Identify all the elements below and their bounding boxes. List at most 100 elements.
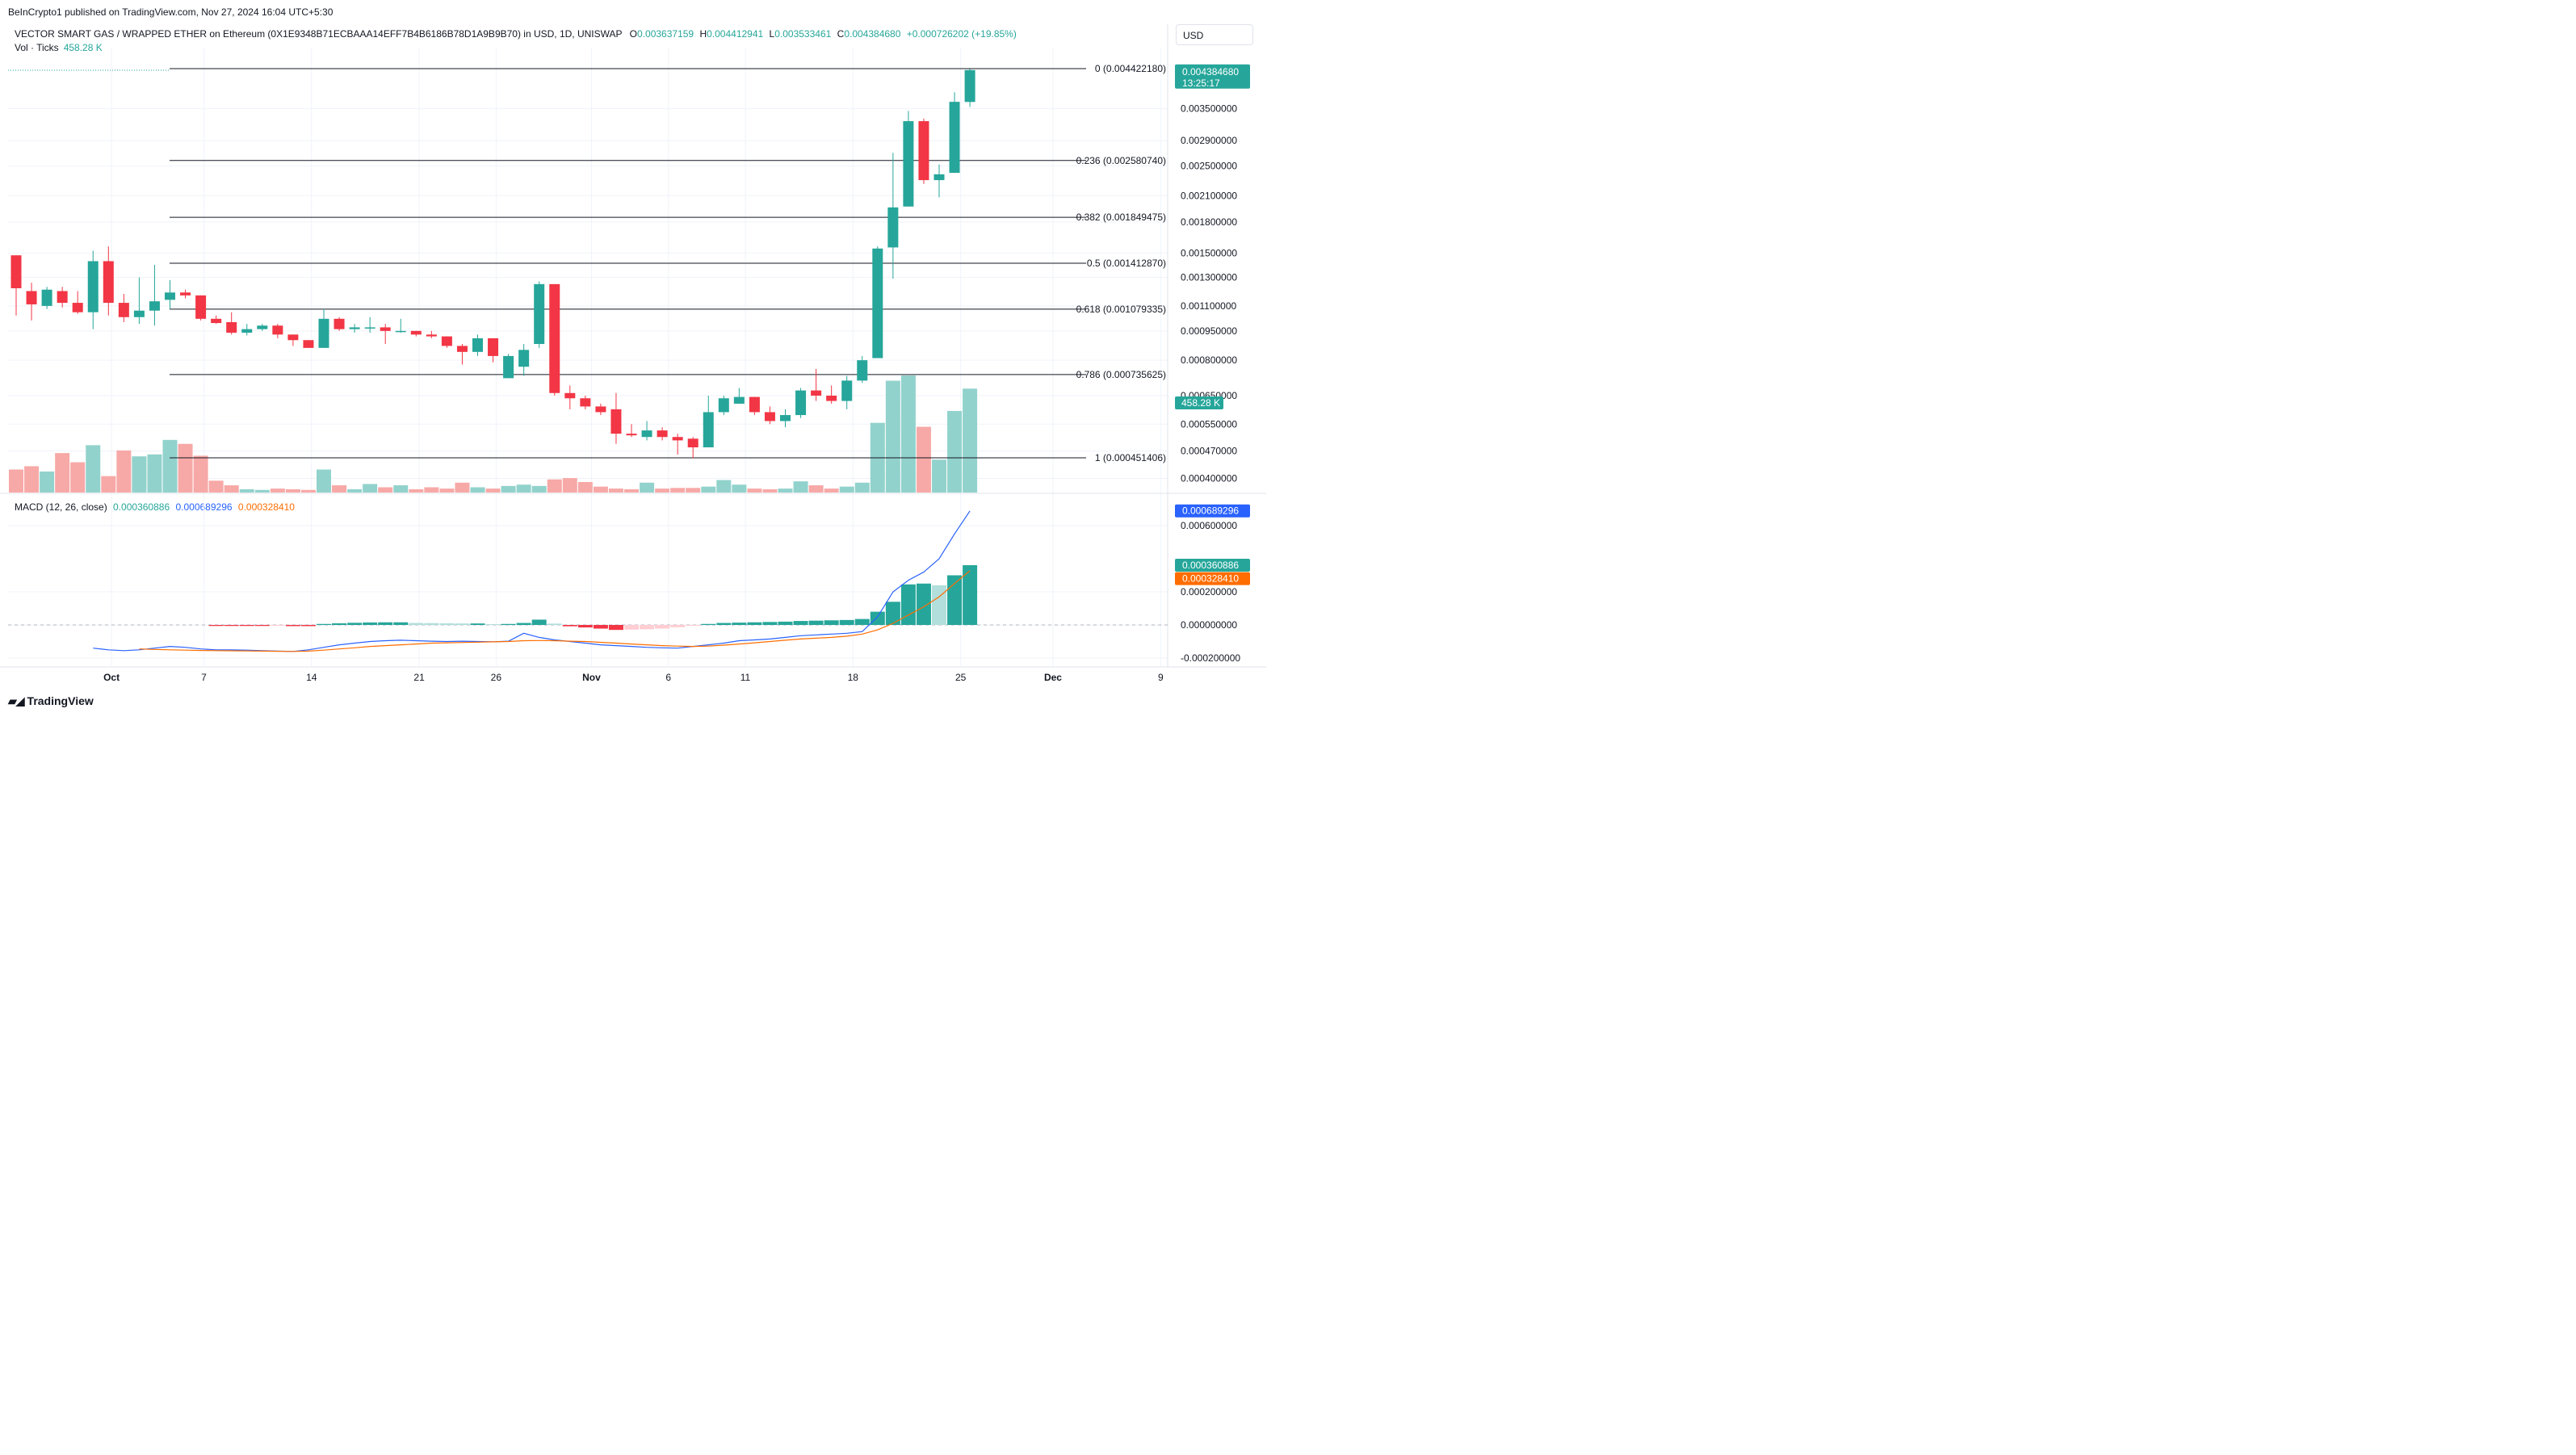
volume-bar xyxy=(947,410,963,493)
ohlc-close-label: C xyxy=(837,28,845,40)
time-axis-label: Oct xyxy=(103,672,120,683)
macd-histogram-bar xyxy=(670,625,686,627)
candle-body xyxy=(303,340,314,348)
volume-badge-value: 458.28 K xyxy=(1181,397,1220,409)
macd-line xyxy=(93,510,971,652)
candle-body xyxy=(857,360,868,381)
volume-bar xyxy=(147,454,162,493)
volume-bar xyxy=(55,453,70,493)
fib-level-label: 0.618 (0.001079335) xyxy=(1076,304,1166,315)
candle-body xyxy=(703,412,714,448)
fib-level-label: 1 (0.000451406) xyxy=(1095,452,1166,463)
candle-body xyxy=(641,430,652,438)
volume-bar xyxy=(9,469,23,493)
volume-label[interactable]: Vol · Ticks xyxy=(15,42,59,53)
volume-bar xyxy=(793,481,808,493)
macd-hist-badge-value: 0.000360886 xyxy=(1182,560,1239,571)
macd-histogram-bar xyxy=(516,623,531,625)
candle-body xyxy=(534,283,545,345)
volume-bar xyxy=(593,486,608,493)
macd-axis-label: 0.000200000 xyxy=(1181,586,1237,598)
volume-bar xyxy=(808,485,824,493)
volume-bar xyxy=(608,488,623,493)
last-price-value: 0.004384680 xyxy=(1182,66,1239,78)
tradingview-logo-icon: ▰◢ xyxy=(8,694,25,707)
macd-histogram-bar xyxy=(624,625,639,630)
ohlc-change: +0.000726202 (+19.85%) xyxy=(906,28,1017,40)
volume-legend: Vol · Ticks 458.28 K xyxy=(15,42,103,53)
macd-histogram-bar xyxy=(732,623,747,625)
candle-body xyxy=(103,261,114,304)
candle-body xyxy=(472,338,483,352)
macd-hist-badge xyxy=(1175,559,1250,572)
candle-body xyxy=(133,310,145,317)
candle-body xyxy=(795,390,807,416)
volume-bars xyxy=(9,375,978,493)
macd-histogram-bar xyxy=(254,625,270,627)
price-chart[interactable]: 0 (0.004422180) 0.236 (0.002580740) 0.382 … xyxy=(0,0,1266,712)
candle-body xyxy=(826,395,837,401)
macd-signal-line xyxy=(139,570,971,652)
currency-selector[interactable]: USD xyxy=(1176,24,1253,45)
candle-body xyxy=(72,303,83,312)
macd-histogram-bar xyxy=(963,564,978,625)
candle-body xyxy=(749,396,760,413)
candle-body xyxy=(626,434,637,436)
macd-histogram-bar xyxy=(947,575,963,625)
price-axis-label: 0.002100000 xyxy=(1181,190,1237,201)
candle-body xyxy=(165,292,175,300)
fib-level-label: 0.786 (0.000735625) xyxy=(1076,369,1166,380)
macd-histogram-bar xyxy=(547,623,562,625)
time-axis-label: 26 xyxy=(491,672,502,683)
volume-bar xyxy=(40,471,55,493)
volume-bar xyxy=(577,481,593,493)
candle-body xyxy=(949,102,960,174)
ohlc-high-value: 0.004412941 xyxy=(707,28,764,40)
price-axis-label: 0.000400000 xyxy=(1181,473,1237,484)
candle-body xyxy=(595,406,606,413)
macd-histogram-bar xyxy=(762,622,778,625)
macd-histogram-bar xyxy=(409,623,424,625)
macd-histogram-bar xyxy=(932,585,946,625)
macd-histogram-bar xyxy=(839,619,854,625)
volume-bar xyxy=(485,488,501,493)
macd-histogram-bar xyxy=(485,623,501,625)
ohlc-close-value: 0.004384680 xyxy=(844,28,901,40)
macd-line-badge-value: 0.000689296 xyxy=(1182,505,1239,517)
candle-body xyxy=(811,390,822,396)
macd-histogram-bar xyxy=(317,623,331,625)
time-axis-label: 9 xyxy=(1158,672,1164,683)
candle-body xyxy=(10,255,22,289)
candle-body xyxy=(841,380,853,401)
macd-histogram-bar xyxy=(470,623,485,625)
macd-histogram-bar xyxy=(285,625,300,627)
candle-body xyxy=(780,415,791,421)
volume-bar xyxy=(86,445,101,493)
candle-body xyxy=(564,392,576,399)
volume-bar xyxy=(300,489,316,493)
fib-retracement: 0 (0.004422180) 0.236 (0.002580740) 0.382 … xyxy=(170,63,1166,463)
macd-histogram-bar xyxy=(608,625,623,631)
symbol-title[interactable]: VECTOR SMART GAS / WRAPPED ETHER on Ethe… xyxy=(15,28,623,40)
fib-level-label: 0.236 (0.002580740) xyxy=(1076,155,1166,166)
candle-body xyxy=(657,430,668,438)
macd-histogram-bar xyxy=(347,623,363,625)
volume-bar xyxy=(732,484,747,493)
candle-body xyxy=(149,301,160,311)
candle-body xyxy=(887,207,899,248)
price-axis-label: 0.001300000 xyxy=(1181,272,1237,283)
macd-histogram-bar xyxy=(885,602,900,625)
price-axis-label: 0.001100000 xyxy=(1181,300,1237,312)
macd-histogram-bar xyxy=(916,583,931,625)
price-axis-label: 0.000950000 xyxy=(1181,325,1237,337)
macd-axis-label: -0.000200000 xyxy=(1181,652,1240,664)
candle-body xyxy=(364,327,375,329)
macd-histogram-bar xyxy=(332,623,347,625)
volume-bar xyxy=(562,478,577,493)
symbol-legend: VECTOR SMART GAS / WRAPPED ETHER on Ethe… xyxy=(15,28,1017,40)
macd-label[interactable]: MACD (12, 26, close) xyxy=(15,501,107,513)
macd-histogram-bar xyxy=(655,625,670,629)
volume-bar xyxy=(686,488,701,493)
candle-body xyxy=(687,438,699,448)
candle-body xyxy=(918,121,929,181)
